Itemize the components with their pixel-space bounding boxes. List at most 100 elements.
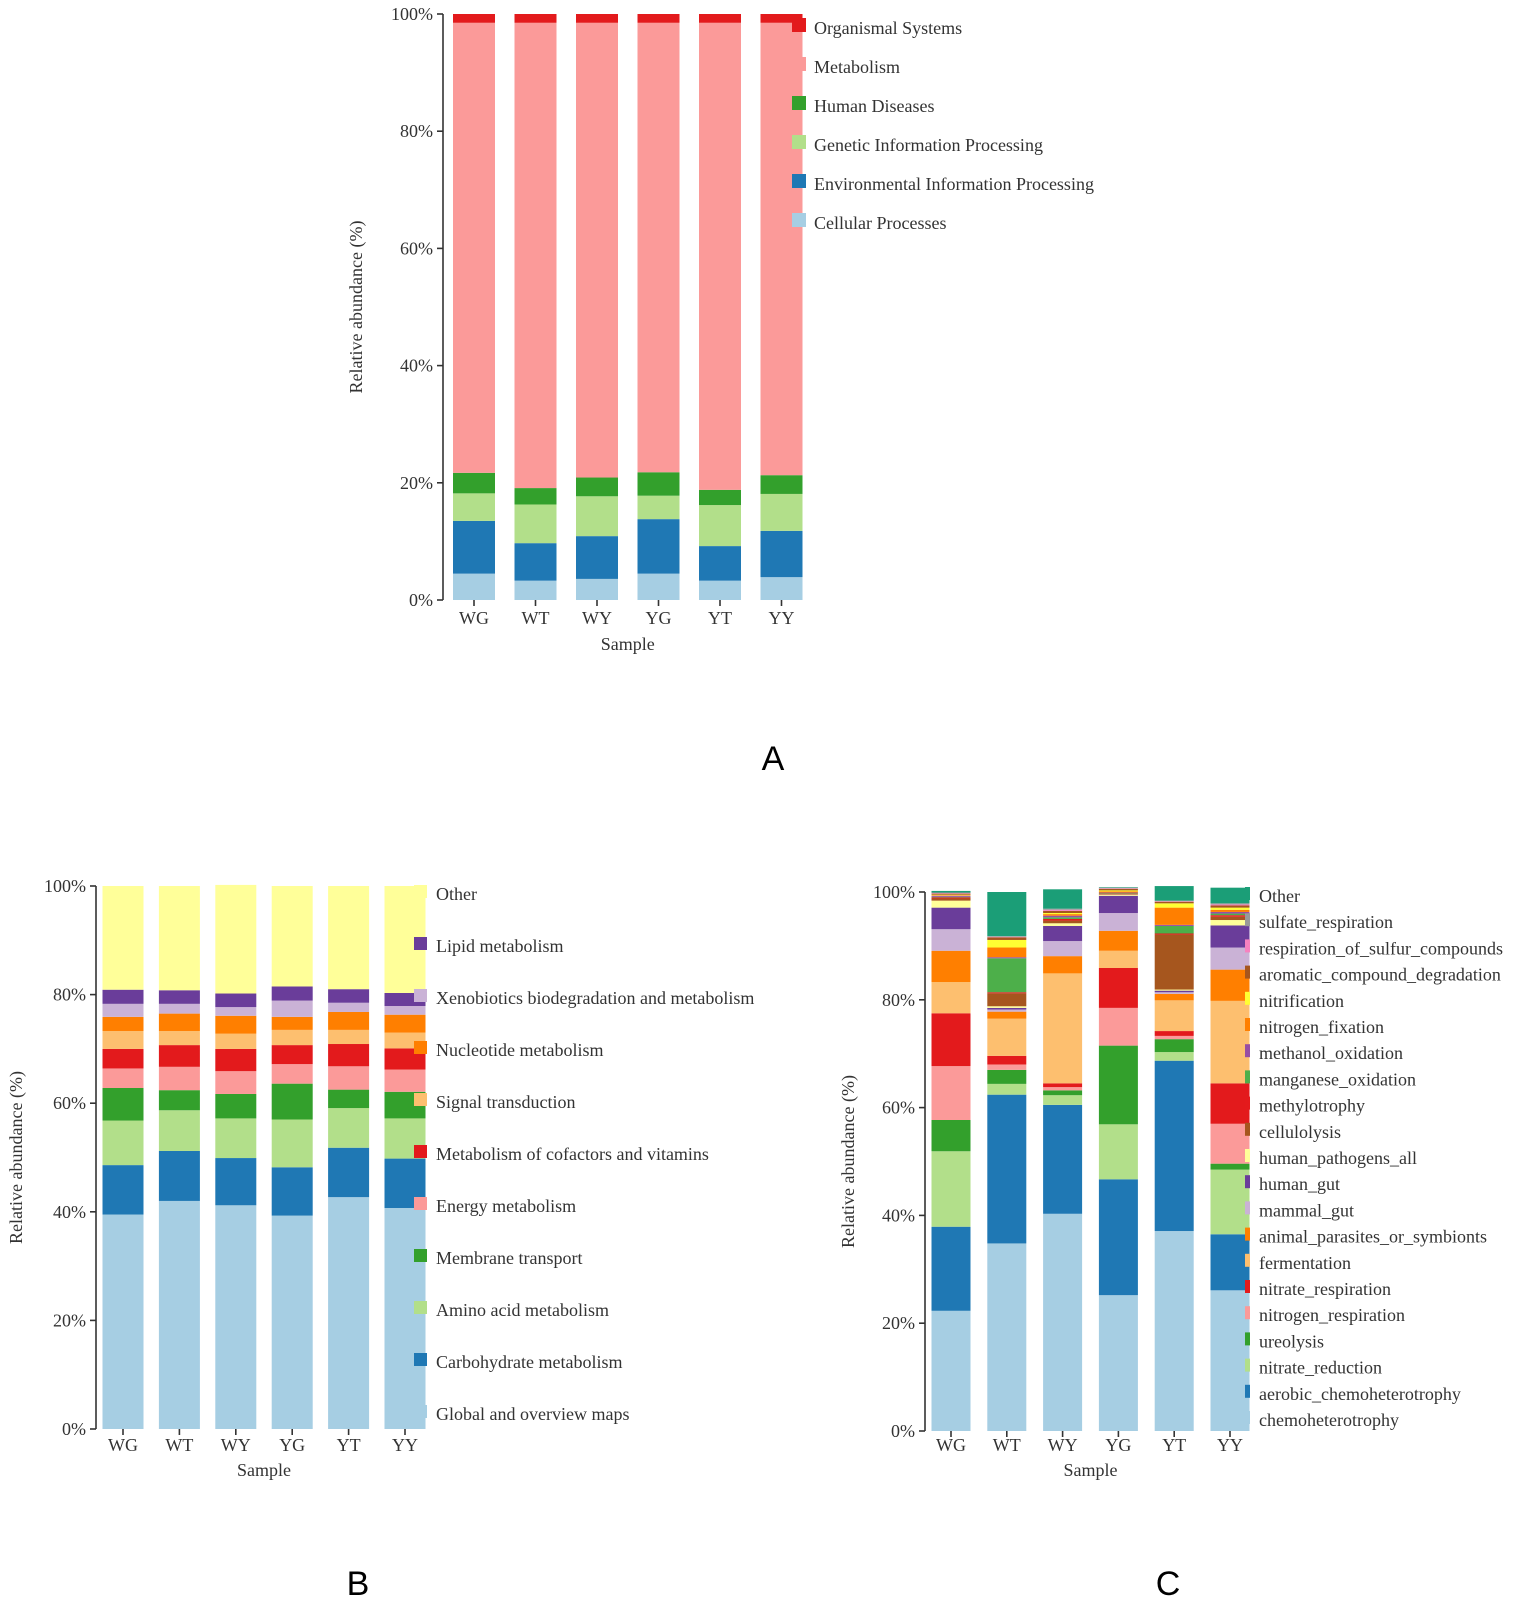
legend-swatch-sulfate-respiration [1245,913,1250,927]
bar-segment-environmental-information-processing-wg [453,520,495,574]
bar-segment-metabolism-of-cofactors-and-vitamins-yt [328,1044,370,1067]
bar-segment-methanol-oxidation-yy [1210,911,1250,914]
bar-segment-human-gut-wy [1043,925,1083,942]
bar-segment-amino-acid-metabolism-yg [271,1119,313,1168]
bar-segment-global-and-overview-maps-wg [102,1214,144,1429]
bar-segment-methylotrophy-yy [1210,915,1250,917]
bar-segment-nucleotide-metabolism-yt [328,1011,370,1030]
legend-swatch-animal-parasites-or-symbionts [1245,1227,1250,1241]
bar-segment-aerobic-chemoheterotrophy-wg [931,1226,971,1311]
bar-segment-nitrate-reduction-yt [1154,1052,1194,1061]
x-tick-label: WT [165,1435,193,1455]
bar-segment-other-wy [215,884,257,994]
bar-segment-nitrate-reduction-yg [1098,1124,1138,1180]
legend-label-cellulolysis: cellulolysis [1259,1122,1341,1142]
y-tick-label: 100% [873,882,915,902]
bar-segment-nitrogen-fixation-yt [1154,907,1194,925]
legend-label-xenobiotics-biodegradation-and-metabolism: Xenobiotics biodegradation and metabolis… [436,988,754,1008]
bar-segment-genetic-information-processing-yg [637,495,680,520]
bar-segment-organismal-systems-wy [576,14,618,23]
bar-segment-methanol-oxidation-wg [931,895,971,897]
legend-label-nitrate-reduction: nitrate_reduction [1259,1358,1382,1378]
bar-segment-lipid-metabolism-wt [158,990,200,1004]
legend-swatch-global-and-overview-maps [414,1405,427,1418]
y-axis-title: Relative abundance (%) [6,1071,27,1244]
bar-segment-chemoheterotrophy-wt [987,1243,1027,1431]
x-tick-label: YT [708,608,732,628]
legend-label-nucleotide-metabolism: Nucleotide metabolism [436,1040,603,1060]
bar-segment-organismal-systems-wt [514,14,557,23]
legend-label-organismal-systems: Organismal Systems [814,18,962,38]
y-tick-label: 60% [53,1093,86,1113]
bar-segment-nitrogen-respiration-wg [931,1066,971,1120]
bar-segment-carbohydrate-metabolism-yg [271,1167,313,1216]
bar-segment-human-diseases-yg [637,472,680,496]
bar-segment-nitrification-yg [1098,890,1138,892]
bar-segment-signal-transduction-wy [215,1033,257,1049]
y-tick-label: 100% [44,876,86,896]
bar-segment-ureolysis-yy [1210,1163,1250,1170]
legend-label-signal-transduction: Signal transduction [436,1092,575,1112]
bar-segment-manganese-oxidation-wy [1043,917,1083,919]
bar-segment-nitrate-respiration-yt [1154,1031,1194,1036]
legend-label-mammal-gut: mammal_gut [1259,1200,1354,1220]
x-tick-label: YG [1105,1435,1131,1455]
panel-letter-a: A [762,740,785,778]
legend-label-other: Other [1259,886,1300,906]
legend-label-human-pathogens-all: human_pathogens_all [1259,1148,1417,1168]
bar-segment-aerobic-chemoheterotrophy-wt [987,1094,1027,1244]
bar-segment-animal-parasites-or-symbionts-wy [1043,956,1083,974]
panel-letter-c: C [1156,1565,1181,1602]
bar-segment-metabolism-yt [699,22,741,490]
panel-c: 0% 20% 40% 60% 80% 100% Relative abundance (%)… [838,882,1503,1480]
bar-segment-fermentation-wt [987,1018,1027,1056]
bar-segment-chemoheterotrophy-yy [1210,1290,1250,1431]
x-tick-label: YY [769,608,795,628]
bar-segment-cellular-processes-yy [760,577,803,600]
x-tick-label: WY [1048,1435,1078,1455]
bar-segment-environmental-information-processing-wy [576,536,618,579]
bar-segment-cellulolysis-yy [1210,916,1250,921]
legend-swatch-fermentation [1245,1253,1250,1267]
bar-segment-human-pathogens-all-wg [931,900,971,908]
bar-segment-manganese-oxidation-yg [1098,893,1138,894]
bar-segment-chemoheterotrophy-wy [1043,1213,1083,1431]
bar-segment-sulfate-respiration-yg [1098,887,1138,889]
bar-segment-nitrogen-fixation-yg [1098,891,1138,893]
y-axis-title: Relative abundance (%) [838,1075,859,1248]
bar-segment-sulfate-respiration-yt [1154,900,1194,902]
panel-b: 0% 20% 40% 60% 80% 100% Relative abundance (%)… [6,876,754,1480]
bar-segment-cellular-processes-wy [576,578,618,600]
bar-segment-energy-metabolism-wt [158,1066,200,1091]
x-tick-label: YG [279,1435,305,1455]
legend-swatch-methylotrophy [1245,1096,1250,1110]
bar-segment-energy-metabolism-wg [102,1068,144,1088]
bar-segment-aromatic-compound-degradation-wg [931,893,971,895]
legend-label-manganese-oxidation: manganese_oxidation [1259,1069,1416,1089]
y-tick-label: 20% [400,473,433,493]
bar-segment-organismal-systems-yy [760,14,803,23]
bar-segment-metabolism-of-cofactors-and-vitamins-wy [215,1048,257,1072]
bar-segment-cellulolysis-wt [987,993,1027,1007]
legend-swatch-signal-transduction [414,1093,427,1106]
bar-segment-energy-metabolism-wy [215,1071,257,1094]
bar-segment-nitrate-reduction-wt [987,1083,1027,1095]
y-tick-label: 40% [53,1202,86,1222]
x-axis-title: Sample [237,1460,291,1480]
bar-segment-human-pathogens-all-yy [1210,920,1250,926]
bar-segment-metabolism-of-cofactors-and-vitamins-yg [271,1045,313,1065]
legend-label-metabolism-of-cofactors-and-vitamins: Metabolism of cofactors and vitamins [436,1144,709,1164]
bar-segment-cellular-processes-wg [453,573,495,600]
bar-segment-mammal-gut-yg [1098,913,1138,931]
bar-segment-metabolism-wt [514,22,557,489]
bar-segment-fermentation-yt [1154,1000,1194,1032]
bar-segment-nitrogen-fixation-wy [1043,914,1083,916]
bar-segment-nitrification-yy [1210,907,1250,910]
bar-segment-aerobic-chemoheterotrophy-yy [1210,1234,1250,1291]
legend-swatch-amino-acid-metabolism [414,1301,427,1314]
y-axis-title: Relative abundance (%) [346,221,367,394]
bar-segment-mammal-gut-yy [1210,947,1250,970]
bar-segment-metabolism-wg [453,22,495,473]
bar-segment-respiration-of-sulfur-compounds-yt [1154,901,1194,902]
